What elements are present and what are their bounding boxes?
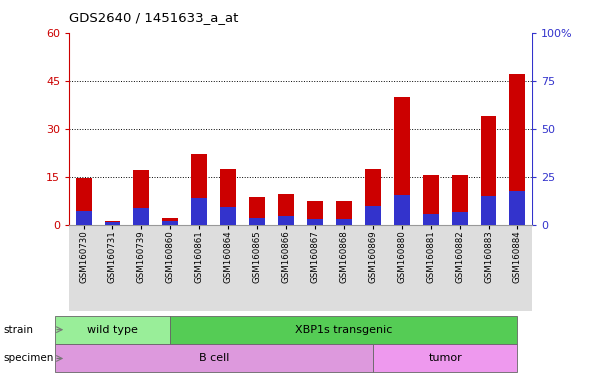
Text: specimen: specimen — [3, 353, 53, 364]
Bar — [394, 195, 410, 225]
Bar — [394, 97, 410, 225]
Bar — [307, 201, 323, 225]
Bar — [76, 211, 91, 225]
Bar — [373, 344, 517, 372]
Bar — [249, 197, 265, 225]
Bar — [278, 216, 294, 225]
Bar — [336, 201, 352, 225]
Bar — [162, 218, 178, 225]
Bar — [336, 219, 352, 225]
Bar — [451, 212, 468, 225]
Bar — [481, 116, 496, 225]
Text: XBP1s transgenic: XBP1s transgenic — [295, 324, 392, 335]
Bar — [76, 178, 91, 225]
Bar — [220, 169, 236, 225]
Bar — [55, 316, 170, 344]
Bar — [162, 221, 178, 225]
Bar — [133, 170, 150, 225]
Bar — [133, 209, 150, 225]
Text: B cell: B cell — [198, 353, 229, 364]
Text: GDS2640 / 1451633_a_at: GDS2640 / 1451633_a_at — [69, 12, 239, 25]
Bar — [423, 175, 439, 225]
Bar — [105, 222, 120, 225]
Bar — [191, 198, 207, 225]
Bar — [307, 219, 323, 225]
Bar — [510, 74, 525, 225]
Bar — [55, 344, 373, 372]
Bar — [105, 222, 120, 225]
Text: wild type: wild type — [87, 324, 138, 335]
Bar — [170, 316, 517, 344]
Bar — [365, 207, 381, 225]
Bar — [249, 218, 265, 225]
Text: strain: strain — [3, 324, 33, 335]
Bar — [278, 194, 294, 225]
Text: tumor: tumor — [429, 353, 462, 364]
Bar — [191, 154, 207, 225]
Bar — [220, 207, 236, 225]
Bar — [510, 191, 525, 225]
Bar — [365, 169, 381, 225]
Bar — [423, 214, 439, 225]
Bar — [481, 196, 496, 225]
Bar — [451, 175, 468, 225]
